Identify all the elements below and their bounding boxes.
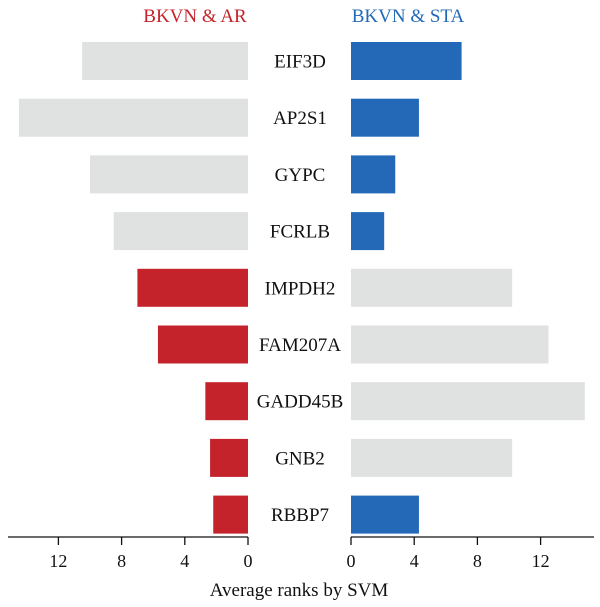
left-bar-gadd45b: [205, 382, 248, 421]
right-bar-gadd45b: [351, 382, 585, 421]
gene-label-gypc: GYPC: [275, 165, 326, 186]
gene-label-eif3d: EIF3D: [274, 52, 326, 73]
right-bar-gnb2: [351, 438, 513, 477]
x-axis-label: Average ranks by SVM: [210, 580, 389, 601]
bars-group: [18, 42, 585, 534]
gene-label-rbbp7: RBBP7: [271, 505, 329, 526]
left-tick-label-4: 4: [180, 551, 189, 571]
gene-label-gnb2: GNB2: [275, 448, 325, 469]
left-bar-rbbp7: [213, 495, 248, 534]
gene-label-fcrlb: FCRLB: [270, 222, 330, 243]
left-bar-fcrlb: [113, 212, 248, 251]
left-bar-ap2s1: [18, 98, 249, 137]
right-bar-fam207a: [351, 325, 549, 364]
right-panel-title: BKVN & STA: [352, 6, 465, 27]
right-bar-gypc: [351, 155, 396, 194]
right-tick-label-8: 8: [473, 551, 482, 571]
gene-label-ap2s1: AP2S1: [273, 108, 327, 129]
right-tick-label-12: 12: [532, 551, 550, 571]
right-bar-ap2s1: [351, 98, 419, 137]
left-tick-label-12: 12: [49, 551, 67, 571]
gene-label-fam207a: FAM207A: [259, 335, 341, 356]
gene-labels-group: EIF3D AP2S1 GYPC FCRLB IMPDH2 FAM207A GADD45B G…: [257, 52, 344, 527]
right-bar-eif3d: [351, 42, 462, 80]
right-tick-label-4: 4: [410, 551, 419, 571]
gene-label-impdh2: IMPDH2: [265, 278, 336, 299]
ticks-group: 12 8 4 0 0 4 8 12: [49, 537, 550, 571]
left-bar-impdh2: [137, 268, 248, 307]
right-bar-rbbp7: [351, 495, 419, 534]
left-bar-gnb2: [210, 438, 248, 477]
left-tick-label-0: 0: [244, 551, 253, 571]
right-tick-label-0: 0: [347, 551, 356, 571]
gene-label-gadd45b: GADD45B: [257, 392, 344, 413]
left-bar-gypc: [90, 155, 248, 194]
right-bar-impdh2: [351, 268, 513, 307]
left-bar-eif3d: [82, 42, 248, 80]
left-bar-fam207a: [157, 325, 248, 364]
right-bar-fcrlb: [351, 212, 385, 251]
left-panel-title: BKVN & AR: [143, 6, 247, 27]
left-tick-label-8: 8: [117, 551, 126, 571]
